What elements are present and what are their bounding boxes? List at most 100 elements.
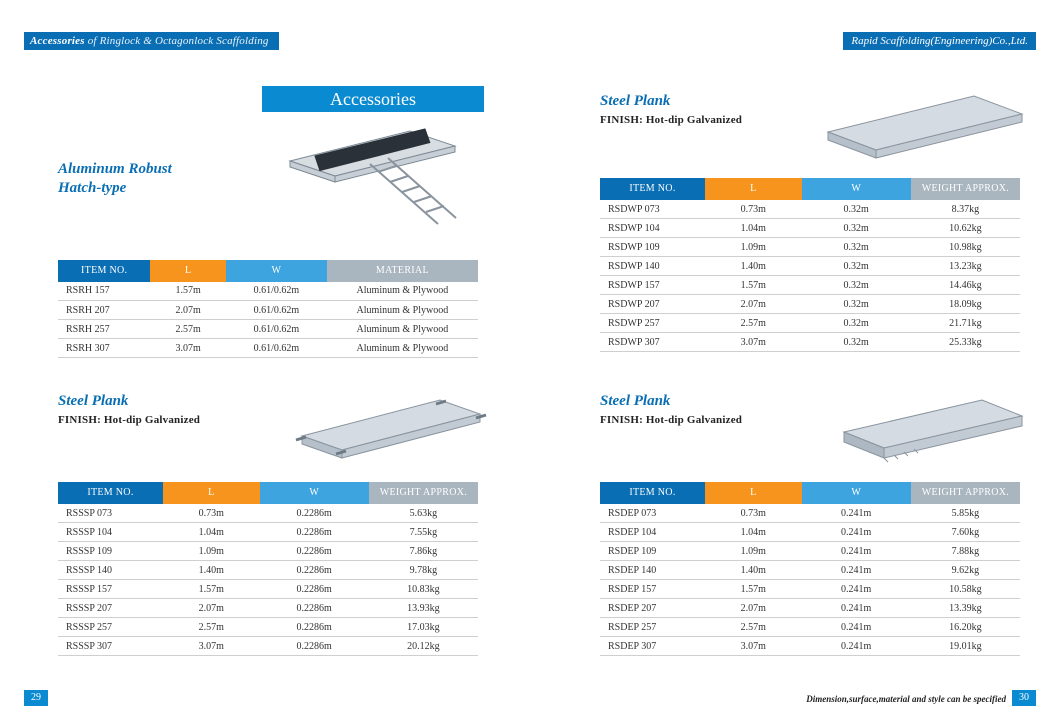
- cell-w: 0.241m: [802, 580, 911, 599]
- table-row: RSRH 1571.57m0.61/0.62mAluminum & Plywoo…: [58, 282, 478, 301]
- cell-item: RSDWP 104: [600, 219, 705, 238]
- cell-item: RSDWP 307: [600, 333, 705, 352]
- section-d-finish: FINISH: Hot-dip Galvanized: [600, 414, 1020, 426]
- col-l: L: [163, 482, 260, 504]
- cell-weight: 13.39kg: [911, 599, 1020, 618]
- cell-item: RSDEP 257: [600, 618, 705, 637]
- cell-w: 0.32m: [802, 276, 911, 295]
- cell-l: 1.04m: [163, 523, 260, 542]
- table-row: RSSSP 1091.09m0.2286m7.86kg: [58, 542, 478, 561]
- table-row: RSDEP 1091.09m0.241m7.88kg: [600, 542, 1020, 561]
- cell-l: 2.57m: [150, 320, 226, 339]
- section-steel-plank-d: Steel Plank FINISH: Hot-dip Galvanized I…: [600, 392, 1020, 656]
- cell-w: 0.2286m: [260, 637, 369, 656]
- table-b: ITEM NO.LWWEIGHT APPROX.RSSSP 0730.73m0.…: [58, 482, 478, 657]
- cell-weight: 7.86kg: [369, 542, 478, 561]
- header-left-rest: of Ringlock & Octagonlock Scaffolding: [85, 35, 269, 47]
- cell-l: 1.09m: [705, 542, 802, 561]
- col-l: L: [705, 178, 802, 200]
- cell-item: RSDWP 157: [600, 276, 705, 295]
- cell-w: 0.2286m: [260, 599, 369, 618]
- cell-item: RSDWP 109: [600, 238, 705, 257]
- cell-item: RSDEP 207: [600, 599, 705, 618]
- cell-w: 0.241m: [802, 637, 911, 656]
- cell-weight: 9.78kg: [369, 561, 478, 580]
- cell-item: RSDWP 207: [600, 295, 705, 314]
- cell-weight: 16.20kg: [911, 618, 1020, 637]
- cell-w: 0.241m: [802, 523, 911, 542]
- cell-w: 0.32m: [802, 238, 911, 257]
- header-right: Rapid Scaffolding(Engineering)Co.,Ltd.: [843, 32, 1036, 50]
- cell-weight: 10.83kg: [369, 580, 478, 599]
- header-left: Accessories of Ringlock & Octagonlock Sc…: [24, 32, 279, 50]
- cell-l: 1.40m: [705, 561, 802, 580]
- cell-l: 2.57m: [705, 618, 802, 637]
- cell-item: RSDEP 157: [600, 580, 705, 599]
- cell-item: RSDWP 073: [600, 200, 705, 219]
- page-number-right: 30: [1012, 690, 1036, 706]
- table-row: RSDEP 1401.40m0.241m9.62kg: [600, 561, 1020, 580]
- cell-l: 0.73m: [705, 504, 802, 523]
- col-item: ITEM NO.: [58, 482, 163, 504]
- col-weight: WEIGHT APPROX.: [911, 178, 1020, 200]
- cell-item: RSDWP 140: [600, 257, 705, 276]
- cell-item: RSDEP 073: [600, 504, 705, 523]
- cell-l: 0.73m: [163, 504, 260, 523]
- cell-w: 0.32m: [802, 314, 911, 333]
- cell-weight: 14.46kg: [911, 276, 1020, 295]
- cell-l: 3.07m: [163, 637, 260, 656]
- table-row: RSDWP 1041.04m0.32m10.62kg: [600, 219, 1020, 238]
- table-row: RSSSP 1041.04m0.2286m7.55kg: [58, 523, 478, 542]
- cell-w: 0.32m: [802, 295, 911, 314]
- table-row: RSDEP 3073.07m0.241m19.01kg: [600, 637, 1020, 656]
- cell-weight: 18.09kg: [911, 295, 1020, 314]
- cell-w: 0.61/0.62m: [226, 301, 327, 320]
- table-row: RSSSP 3073.07m0.2286m20.12kg: [58, 637, 478, 656]
- col-w: W: [226, 260, 327, 282]
- col-material: MATERIAL: [327, 260, 478, 282]
- cell-item: RSDEP 140: [600, 561, 705, 580]
- col-l: L: [705, 482, 802, 504]
- cell-item: RSRH 157: [58, 282, 150, 301]
- cell-l: 2.07m: [163, 599, 260, 618]
- cell-weight: 9.62kg: [911, 561, 1020, 580]
- cell-w: 0.2286m: [260, 618, 369, 637]
- col-item: ITEM NO.: [600, 178, 705, 200]
- col-w: W: [802, 178, 911, 200]
- section-b-title: Steel Plank: [58, 392, 478, 411]
- cell-item: RSRH 207: [58, 301, 150, 320]
- cell-item: RSRH 257: [58, 320, 150, 339]
- cell-l: 2.57m: [163, 618, 260, 637]
- cell-material: Aluminum & Plywood: [327, 301, 478, 320]
- section-a-title-1: Aluminum Robust: [58, 160, 478, 179]
- col-l: L: [150, 260, 226, 282]
- table-row: RSDWP 1091.09m0.32m10.98kg: [600, 238, 1020, 257]
- cell-w: 0.61/0.62m: [226, 282, 327, 301]
- cell-w: 0.32m: [802, 333, 911, 352]
- table-row: RSDEP 1041.04m0.241m7.60kg: [600, 523, 1020, 542]
- cell-item: RSDWP 257: [600, 314, 705, 333]
- cell-weight: 20.12kg: [369, 637, 478, 656]
- cell-weight: 7.60kg: [911, 523, 1020, 542]
- cell-w: 0.32m: [802, 257, 911, 276]
- cell-item: RSRH 307: [58, 339, 150, 358]
- table-a: ITEM NO.LWMATERIALRSRH 1571.57m0.61/0.62…: [58, 260, 478, 359]
- cell-w: 0.2286m: [260, 542, 369, 561]
- cell-l: 3.07m: [150, 339, 226, 358]
- table-row: RSSSP 1401.40m0.2286m9.78kg: [58, 561, 478, 580]
- cell-weight: 13.23kg: [911, 257, 1020, 276]
- table-row: RSDWP 1401.40m0.32m13.23kg: [600, 257, 1020, 276]
- cell-weight: 7.88kg: [911, 542, 1020, 561]
- cell-material: Aluminum & Plywood: [327, 282, 478, 301]
- cell-l: 2.07m: [705, 599, 802, 618]
- section-aluminum-hatch: Aluminum Robust Hatch-type ITEM NO.LWMAT…: [58, 160, 478, 358]
- cell-w: 0.2286m: [260, 580, 369, 599]
- cell-w: 0.2286m: [260, 523, 369, 542]
- cell-w: 0.61/0.62m: [226, 320, 327, 339]
- col-w: W: [260, 482, 369, 504]
- table-row: RSDWP 2072.07m0.32m18.09kg: [600, 295, 1020, 314]
- table-row: RSDEP 1571.57m0.241m10.58kg: [600, 580, 1020, 599]
- cell-item: RSSSP 104: [58, 523, 163, 542]
- table-row: RSDWP 1571.57m0.32m14.46kg: [600, 276, 1020, 295]
- table-row: RSSSP 2072.07m0.2286m13.93kg: [58, 599, 478, 618]
